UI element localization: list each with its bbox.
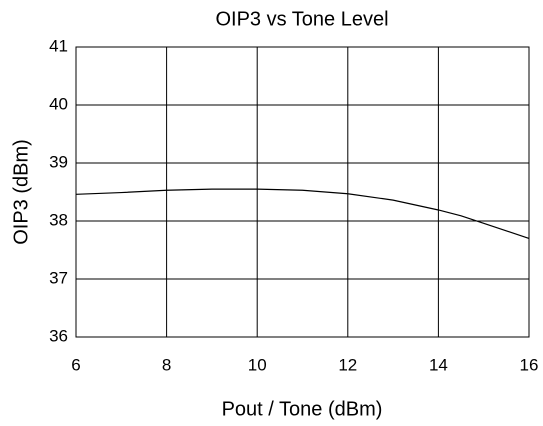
x-axis-label: Pout / Tone (dBm) — [222, 398, 383, 420]
data-line — [75, 188, 530, 239]
x-tick-label: 10 — [248, 355, 267, 374]
x-tick-label: 6 — [71, 355, 80, 374]
x-tick-label: 8 — [162, 355, 171, 374]
y-tick-label: 39 — [49, 152, 68, 171]
y-tick-label: 38 — [49, 210, 68, 229]
x-tick-label: 16 — [520, 355, 539, 374]
y-tick-label: 36 — [49, 326, 68, 345]
y-axis-label: OIP3 (dBm) — [10, 139, 32, 245]
x-tick-label: 14 — [429, 355, 448, 374]
chart-title: OIP3 vs Tone Level — [215, 8, 388, 30]
y-tick-label: 41 — [49, 36, 68, 55]
y-tick-label: 40 — [49, 94, 68, 113]
x-tick-label: 12 — [338, 355, 357, 374]
y-tick-label: 37 — [49, 268, 68, 287]
